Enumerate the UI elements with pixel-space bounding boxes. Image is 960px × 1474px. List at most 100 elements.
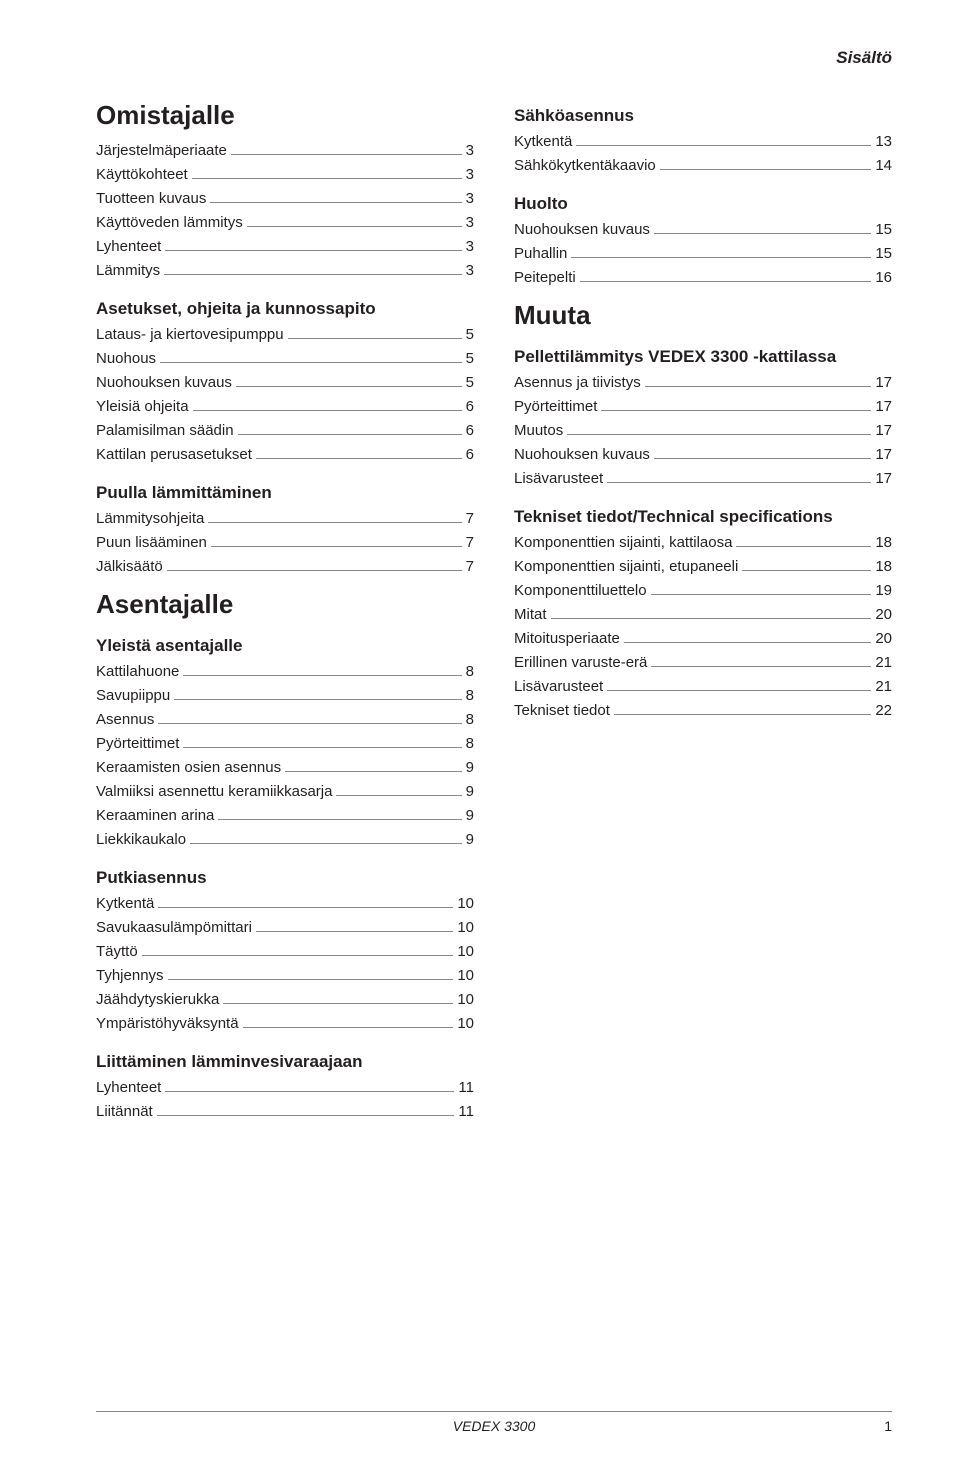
toc-entry-page: 10	[457, 940, 474, 964]
toc-entry: Lyhenteet11	[96, 1076, 474, 1100]
toc-entry-label: Keraamisten osien asennus	[96, 756, 281, 780]
toc-entry-label: Sähkökytkentäkaavio	[514, 154, 656, 178]
toc-entry-label: Kattilan perusasetukset	[96, 443, 252, 467]
toc-entry-page: 11	[458, 1100, 474, 1124]
toc-entry: Savukaasulämpömittari10	[96, 916, 474, 940]
toc-entry-page: 20	[875, 627, 892, 651]
toc-leader-line	[736, 546, 871, 547]
toc-entry: Asennus ja tiivistys17	[514, 371, 892, 395]
toc-entry: Komponenttien sijainti, etupaneeli 18	[514, 555, 892, 579]
toc-leader-line	[607, 690, 871, 691]
toc-entry-label: Asennus	[96, 708, 154, 732]
toc-leader-line	[580, 281, 872, 282]
toc-entry-page: 8	[466, 708, 474, 732]
toc-entry-label: Järjestelmäperiaate	[96, 139, 227, 163]
toc-entry-label: Täyttö	[96, 940, 138, 964]
section-heading: Omistajalle	[96, 100, 474, 131]
toc-leader-line	[243, 1027, 454, 1028]
toc-entry: Muutos 17	[514, 419, 892, 443]
toc-leader-line	[238, 434, 462, 435]
toc-entry-page: 17	[875, 371, 892, 395]
toc-entry-label: Lataus- ja kiertovesipumppu	[96, 323, 284, 347]
toc-page: Sisältö Omistajalle Järjestelmäperiaate 3 K…	[0, 0, 960, 1474]
toc-entry-label: Nuohouksen kuvaus	[96, 371, 232, 395]
toc-leader-line	[651, 666, 871, 667]
toc-entry-page: 14	[875, 154, 892, 178]
toc-leader-line	[223, 1003, 453, 1004]
toc-entry: Ympäristöhyväksyntä10	[96, 1012, 474, 1036]
toc-leader-line	[160, 362, 462, 363]
toc-entry: Jälkisäätö7	[96, 555, 474, 579]
toc-entry-label: Komponenttien sijainti, etupaneeli	[514, 555, 738, 579]
toc-entry-page: 15	[875, 242, 892, 266]
toc-leader-line	[190, 843, 462, 844]
toc-leader-line	[256, 458, 462, 459]
toc-entry-page: 18	[875, 555, 892, 579]
toc-entry: Puhallin15	[514, 242, 892, 266]
toc-entry-page: 7	[466, 555, 474, 579]
toc-entry-label: Liekkikaukalo	[96, 828, 186, 852]
toc-leader-line	[336, 795, 461, 796]
toc-leader-line	[208, 522, 461, 523]
toc-entry: Kytkentä10	[96, 892, 474, 916]
toc-entry-label: Komponenttiluettelo	[514, 579, 647, 603]
toc-entry-label: Lisävarusteet	[514, 675, 603, 699]
toc-entry: Kattilahuone8	[96, 660, 474, 684]
toc-entry-label: Yleisiä ohjeita	[96, 395, 189, 419]
toc-leader-line	[551, 618, 872, 619]
subsection-heading: Liittäminen lämminvesivaraajaan	[96, 1052, 474, 1072]
toc-entry: Puun lisääminen7	[96, 531, 474, 555]
toc-leader-line	[165, 1091, 454, 1092]
toc-entry: Peitepelti16	[514, 266, 892, 290]
subsection-heading: Tekniset tiedot/Technical specifications	[514, 507, 892, 527]
toc-entry: Keraaminen arina9	[96, 804, 474, 828]
toc-entry: Komponenttien sijainti, kattilaosa18	[514, 531, 892, 555]
toc-entry: Savupiippu8	[96, 684, 474, 708]
toc-entry-label: Muutos	[514, 419, 563, 443]
toc-leader-line	[236, 386, 462, 387]
toc-entry-page: 3	[466, 259, 474, 283]
toc-entry-label: Kattilahuone	[96, 660, 179, 684]
footer-product: VEDEX 3300	[453, 1418, 536, 1434]
toc-entry-label: Mitoitusperiaate	[514, 627, 620, 651]
toc-entry: Asennus 8	[96, 708, 474, 732]
toc-leader-line	[654, 458, 871, 459]
toc-entry-page: 17	[875, 467, 892, 491]
toc-entry-label: Nuohouksen kuvaus	[514, 443, 650, 467]
toc-entry-page: 6	[466, 395, 474, 419]
toc-leader-line	[158, 723, 461, 724]
toc-entry-page: 5	[466, 371, 474, 395]
toc-entry: Lisävarusteet21	[514, 675, 892, 699]
toc-leader-line	[624, 642, 871, 643]
footer-page-number: 1	[884, 1418, 892, 1434]
subsection-heading: Sähköasennus	[514, 106, 892, 126]
toc-entry-label: Ympäristöhyväksyntä	[96, 1012, 239, 1036]
toc-leader-line	[571, 257, 871, 258]
toc-leader-line	[651, 594, 872, 595]
toc-right-column: Sähköasennus Kytkentä13Sähkökytkentäkaavi…	[514, 90, 892, 1124]
toc-entry: Yleisiä ohjeita 6	[96, 395, 474, 419]
section-heading: Asentajalle	[96, 589, 474, 620]
toc-entry-page: 7	[466, 531, 474, 555]
toc-entry-page: 3	[466, 235, 474, 259]
subsection-heading: Asetukset, ohjeita ja kunnossapito	[96, 299, 474, 319]
toc-entry: Palamisilman säädin6	[96, 419, 474, 443]
toc-entry-page: 8	[466, 684, 474, 708]
toc-entry-page: 16	[875, 266, 892, 290]
toc-entry-label: Palamisilman säädin	[96, 419, 234, 443]
page-header: Sisältö	[96, 48, 892, 68]
toc-leader-line	[142, 955, 454, 956]
toc-entry-label: Käyttökohteet	[96, 163, 188, 187]
toc-entry: Pyörteittimet8	[96, 732, 474, 756]
toc-entry: Kytkentä13	[514, 130, 892, 154]
toc-leader-line	[168, 979, 454, 980]
toc-entry-page: 3	[466, 187, 474, 211]
toc-entry-page: 17	[875, 419, 892, 443]
toc-entry: Lisävarusteet17	[514, 467, 892, 491]
toc-entry-label: Erillinen varuste-erä	[514, 651, 647, 675]
toc-entry-label: Jäähdytyskierukka	[96, 988, 219, 1012]
toc-entry: Lyhenteet3	[96, 235, 474, 259]
toc-entry: Mitat20	[514, 603, 892, 627]
toc-entry-label: Pyörteittimet	[96, 732, 179, 756]
toc-entry: Tekniset tiedot22	[514, 699, 892, 723]
